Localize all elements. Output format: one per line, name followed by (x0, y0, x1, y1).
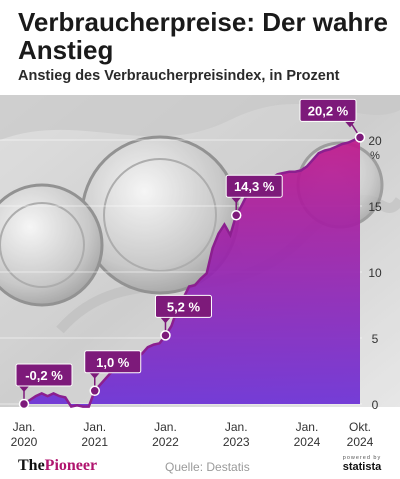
x-axis: Jan.2020Jan.2021Jan.2022Jan.2023Jan.2024… (11, 420, 374, 449)
annotation-pointer (230, 196, 243, 204)
x-tick-label: 2020 (11, 435, 38, 449)
annotation-label: 1,0 % (96, 355, 130, 370)
y-tick-label: 0 (372, 398, 379, 412)
annotation-pointer (18, 385, 30, 392)
statista-logo: powered by statista (334, 455, 390, 473)
x-tick-label: 2023 (223, 435, 250, 449)
y-unit-label: % (370, 150, 380, 162)
y-tick-label: 15 (368, 200, 382, 214)
coin-small (0, 183, 104, 307)
x-tick-label: Jan. (296, 420, 319, 434)
thepioneer-logo: ThePioneer (18, 457, 97, 475)
y-tick-label: 5 (372, 332, 379, 346)
x-tick-label: 2024 (294, 435, 321, 449)
source-note: Quelle: Destatis (165, 460, 250, 474)
x-tick-label: Jan. (225, 420, 248, 434)
y-tick-label: 10 (368, 266, 382, 280)
data-point-marker (354, 132, 366, 143)
annotation-pointer (159, 316, 172, 324)
statista-powered-by: powered by (342, 455, 382, 461)
data-point-marker (160, 330, 171, 341)
data-point-marker (89, 385, 100, 397)
annotation-label: 14,3 % (234, 179, 275, 194)
value-annotations: -0,2 % 1,0 % 5,2 % 14,3 % 20,2 % (15, 98, 366, 410)
x-tick-label: 2024 (347, 435, 374, 449)
inflation-area-chart: Jan.2020Jan.2021Jan.2022Jan.2023Jan.2024… (0, 95, 400, 449)
x-tick-label: 2021 (81, 435, 108, 449)
x-tick-label: Jan. (83, 420, 106, 434)
annotation-label: 5,2 % (167, 299, 201, 314)
x-tick-label: Jan. (154, 420, 177, 434)
annotation-box (15, 363, 73, 387)
annotation-label: 20,2 % (308, 103, 349, 118)
annotation-box (84, 350, 142, 374)
y-tick-label: 20 (368, 134, 382, 148)
logo-pioneer: Pioneer (44, 457, 98, 474)
y-axis: 0 5 10 15 20% (368, 134, 382, 412)
annotation-pointer (88, 371, 101, 379)
x-tick-label: 2022 (152, 435, 179, 449)
statista-name: statista (342, 461, 382, 473)
annotation-label: -0,2 % (25, 368, 63, 383)
logo-the: The (18, 457, 45, 474)
chart-title: Verbraucherpreise: Der wahre Anstieg (18, 7, 388, 65)
chart-subtitle: Anstieg des Verbraucherpreisindex, in Pr… (18, 68, 340, 84)
x-tick-label: Okt. (349, 420, 371, 434)
data-point-marker (230, 209, 242, 221)
x-tick-label: Jan. (13, 420, 36, 434)
annotation-box (299, 98, 357, 122)
inflation-line (23, 136, 361, 409)
data-point-marker (18, 398, 30, 410)
annotation-pointer (344, 120, 356, 128)
annotation-box (225, 174, 283, 198)
annotation-box (154, 294, 212, 318)
inflation-area (24, 137, 360, 407)
